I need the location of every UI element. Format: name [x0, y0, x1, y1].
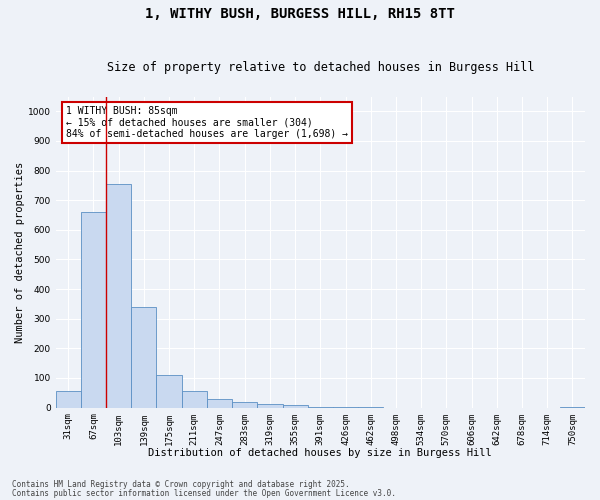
Bar: [81, 212, 106, 408]
Bar: [131, 307, 157, 408]
Text: Contains HM Land Registry data © Crown copyright and database right 2025.: Contains HM Land Registry data © Crown c…: [12, 480, 350, 489]
Bar: [560, 407, 585, 408]
Bar: [182, 392, 207, 407]
Y-axis label: Number of detached properties: Number of detached properties: [15, 162, 25, 342]
Bar: [232, 402, 257, 407]
Title: Size of property relative to detached houses in Burgess Hill: Size of property relative to detached ho…: [107, 62, 534, 74]
X-axis label: Distribution of detached houses by size in Burgess Hill: Distribution of detached houses by size …: [148, 448, 492, 458]
Bar: [56, 392, 81, 407]
Text: Contains public sector information licensed under the Open Government Licence v3: Contains public sector information licen…: [12, 489, 396, 498]
Bar: [106, 184, 131, 408]
Text: 1, WITHY BUSH, BURGESS HILL, RH15 8TT: 1, WITHY BUSH, BURGESS HILL, RH15 8TT: [145, 8, 455, 22]
Bar: [157, 375, 182, 408]
Bar: [207, 398, 232, 407]
Bar: [308, 406, 333, 408]
Text: 1 WITHY BUSH: 85sqm
← 15% of detached houses are smaller (304)
84% of semi-detac: 1 WITHY BUSH: 85sqm ← 15% of detached ho…: [66, 106, 348, 139]
Bar: [283, 405, 308, 407]
Bar: [257, 404, 283, 407]
